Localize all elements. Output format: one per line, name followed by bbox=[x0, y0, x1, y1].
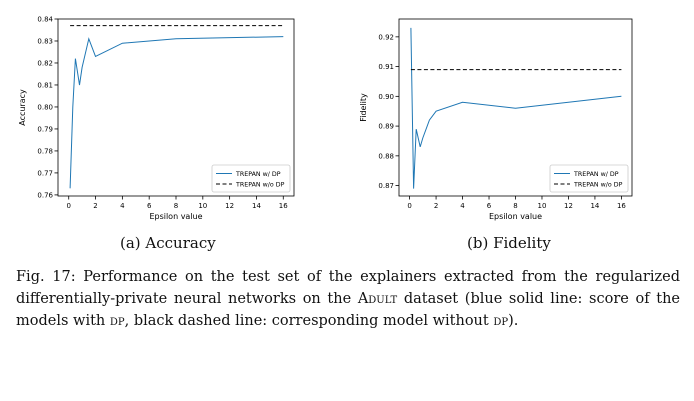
x-tick-label: 4 bbox=[120, 202, 125, 210]
y-tick-label: 0.81 bbox=[37, 81, 53, 89]
x-tick-label: 14 bbox=[590, 202, 599, 210]
legend-label: TREPAN w/ DP bbox=[235, 171, 281, 178]
caption-text-1: Performance on the test set of the expla… bbox=[16, 269, 680, 307]
x-tick-label: 4 bbox=[460, 202, 465, 210]
y-tick-label: 0.91 bbox=[378, 63, 394, 71]
x-tick-label: 6 bbox=[147, 202, 152, 210]
x-axis-label: Epsilon value bbox=[149, 212, 202, 221]
subcaption-fidelity: (b) Fidelity bbox=[467, 234, 551, 252]
x-tick-label: 10 bbox=[538, 202, 547, 210]
caption-dataset: Adult bbox=[357, 291, 398, 307]
y-tick-label: 0.78 bbox=[37, 147, 53, 155]
legend-label: TREPAN w/o DP bbox=[235, 181, 285, 188]
y-tick-label: 0.89 bbox=[378, 123, 394, 131]
caption-dp-1: dp bbox=[109, 313, 125, 329]
legend-box bbox=[211, 164, 291, 193]
x-tick-label: 14 bbox=[252, 202, 261, 210]
accuracy-chart: 0 2 4 6 8 10 12 14 16 0.76 0.77 0.78 0.79 0.80 0.81 0.8… bbox=[18, 16, 295, 221]
x-tick-label: 16 bbox=[279, 202, 288, 210]
subcaption-accuracy: (a) Accuracy bbox=[120, 234, 216, 252]
x-tick-label: 8 bbox=[513, 202, 517, 210]
caption-text-2: dataset (blue solid line: score of the m… bbox=[16, 291, 680, 329]
x-tick-label: 12 bbox=[564, 202, 573, 210]
x-tick-label: 12 bbox=[225, 202, 234, 210]
y-axis-label: Accuracy bbox=[18, 89, 27, 126]
y-tick-label: 0.76 bbox=[37, 191, 53, 199]
y-tick-label: 0.84 bbox=[37, 16, 53, 24]
y-tick-label: 0.88 bbox=[378, 152, 394, 160]
figure-caption: Fig. 17: Performance on the test set of … bbox=[16, 266, 680, 332]
y-tick-label: 0.82 bbox=[37, 59, 53, 67]
x-tick-label: 6 bbox=[487, 202, 492, 210]
y-tick-label: 0.80 bbox=[37, 103, 53, 111]
x-axis-label: Epsilon value bbox=[489, 212, 542, 221]
legend-label: TREPAN w/ DP bbox=[573, 171, 619, 178]
x-tick-label: 10 bbox=[198, 202, 207, 210]
x-tick-label: 16 bbox=[617, 202, 626, 210]
y-tick-label: 0.87 bbox=[378, 182, 394, 190]
caption-text-4: ). bbox=[508, 313, 519, 329]
caption-dp-2: dp bbox=[493, 313, 509, 329]
legend-box bbox=[549, 164, 629, 193]
x-tick-label: 0 bbox=[407, 202, 411, 210]
x-tick-label: 0 bbox=[66, 202, 70, 210]
y-tick-label: 0.92 bbox=[378, 33, 394, 41]
legend-label: TREPAN w/o DP bbox=[573, 181, 623, 188]
caption-label: Fig. 17: bbox=[16, 269, 76, 285]
series-line-with-dp bbox=[69, 36, 284, 189]
fidelity-chart: 0 2 4 6 8 10 12 14 16 0.87 0.88 0.89 0.90 0.91 0.92 Eps… bbox=[359, 18, 633, 221]
caption-text-3: , black dashed line: corresponding model… bbox=[124, 313, 494, 329]
y-tick-label: 0.79 bbox=[37, 125, 53, 133]
y-tick-label: 0.77 bbox=[37, 169, 53, 177]
y-tick-label: 0.90 bbox=[378, 93, 394, 101]
series-line-with-dp bbox=[410, 27, 622, 189]
y-tick-label: 0.83 bbox=[37, 37, 53, 45]
x-tick-label: 2 bbox=[434, 202, 438, 210]
x-tick-label: 2 bbox=[93, 202, 97, 210]
y-axis-label: Fidelity bbox=[359, 93, 368, 122]
x-tick-label: 8 bbox=[174, 202, 178, 210]
